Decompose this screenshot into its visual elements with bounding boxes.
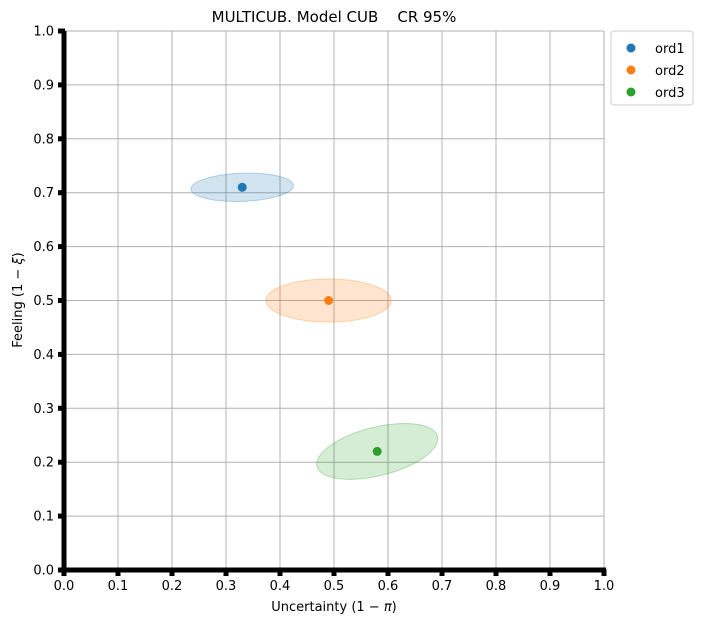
x-tick-label-4: 0.4 bbox=[270, 579, 291, 594]
data-point-ord3 bbox=[372, 446, 382, 456]
y-tick-label-7: 0.7 bbox=[33, 186, 54, 201]
x-tick-mark-9 bbox=[547, 569, 553, 576]
x-tick-mark-10 bbox=[601, 569, 607, 576]
y-tick-label-5: 0.5 bbox=[33, 294, 54, 309]
x-tick-label-9: 0.9 bbox=[540, 579, 561, 594]
x-tick-mark-6 bbox=[385, 569, 391, 576]
y-tick-mark-3 bbox=[58, 405, 65, 411]
y-tick-label-0: 0.0 bbox=[33, 564, 54, 579]
x-axis-label-symbol: π bbox=[384, 600, 392, 615]
grid bbox=[63, 30, 605, 571]
y-tick-mark-4 bbox=[58, 351, 65, 357]
data-point-ord1 bbox=[237, 182, 247, 192]
legend-marker-ord1 bbox=[626, 43, 636, 53]
x-tick-label-10: 1.0 bbox=[594, 579, 615, 594]
y-axis-label-suffix: ) bbox=[11, 252, 26, 257]
y-tick-mark-1 bbox=[58, 513, 65, 519]
data-point-ord2 bbox=[324, 296, 334, 305]
y-tick-label-1: 0.1 bbox=[33, 510, 54, 525]
y-axis-label-prefix: Feeling (1 − bbox=[11, 265, 26, 348]
x-tick-label-1: 0.1 bbox=[108, 579, 129, 594]
y-tick-mark-0 bbox=[58, 567, 65, 573]
legend: ord1 ord2 ord3 bbox=[610, 30, 694, 106]
ticks: 0.0 0.1 0.2 0.3 0.4 0.5 0.6 0.7 0.8 0.9 1.0 0.0 0.1 0… bbox=[33, 25, 614, 595]
y-tick-mark-8 bbox=[58, 136, 65, 142]
y-tick-label-4: 0.4 bbox=[33, 348, 54, 363]
x-tick-mark-1 bbox=[115, 569, 121, 576]
x-tick-label-0: 0.0 bbox=[54, 579, 75, 594]
x-tick-mark-2 bbox=[169, 569, 175, 576]
chart-title: MULTICUB. Model CUB CR 95% bbox=[212, 8, 457, 26]
legend-label-ord2: ord2 bbox=[655, 64, 685, 79]
y-axis-label: Feeling (1 − ξ) bbox=[11, 252, 26, 347]
x-tick-mark-3 bbox=[223, 569, 229, 576]
y-tick-mark-2 bbox=[58, 459, 65, 465]
y-tick-label-6: 0.6 bbox=[33, 240, 54, 255]
y-tick-mark-9 bbox=[58, 82, 65, 88]
x-axis-label-suffix: ) bbox=[392, 600, 397, 615]
y-axis-label-symbol: ξ bbox=[11, 257, 26, 266]
y-tick-label-8: 0.8 bbox=[33, 132, 54, 147]
y-tick-label-9: 0.9 bbox=[33, 78, 54, 93]
x-tick-mark-5 bbox=[331, 569, 337, 576]
legend-label-ord3: ord3 bbox=[655, 86, 685, 101]
x-tick-mark-7 bbox=[439, 569, 445, 576]
x-tick-label-7: 0.7 bbox=[432, 579, 453, 594]
y-tick-mark-5 bbox=[58, 298, 65, 303]
x-tick-label-3: 0.3 bbox=[216, 579, 237, 594]
x-tick-mark-8 bbox=[493, 569, 499, 576]
y-tick-mark-7 bbox=[58, 190, 65, 196]
x-axis-label: Uncertainty (1 − π) bbox=[271, 600, 397, 615]
x-tick-label-2: 0.2 bbox=[162, 579, 183, 594]
y-tick-label-10: 1.0 bbox=[33, 25, 54, 40]
data-points bbox=[237, 182, 382, 456]
x-tick-label-5: 0.5 bbox=[324, 579, 345, 594]
legend-marker-ord2 bbox=[626, 65, 636, 75]
y-tick-label-3: 0.3 bbox=[33, 402, 54, 417]
y-tick-label-2: 0.2 bbox=[33, 456, 54, 471]
x-tick-label-8: 0.8 bbox=[486, 579, 507, 594]
x-axis-label-prefix: Uncertainty (1 − bbox=[271, 600, 384, 615]
x-tick-label-6: 0.6 bbox=[378, 579, 399, 594]
legend-marker-ord3 bbox=[626, 87, 636, 97]
x-tick-mark-4 bbox=[277, 569, 283, 576]
y-tick-mark-10 bbox=[58, 28, 65, 34]
legend-label-ord1: ord1 bbox=[655, 42, 685, 57]
y-tick-mark-6 bbox=[58, 244, 65, 250]
